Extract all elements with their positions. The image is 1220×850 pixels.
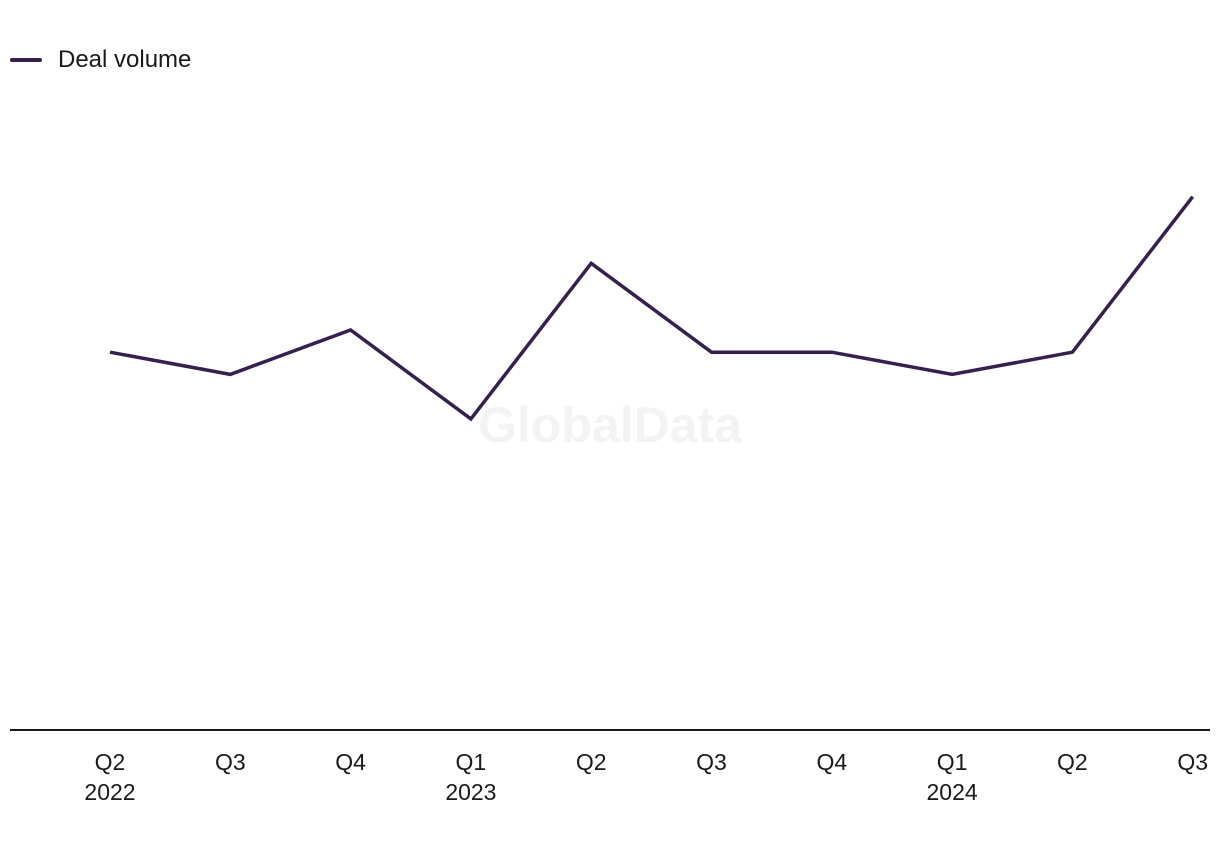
x-tick-label: Q3 — [696, 749, 727, 775]
legend-swatch — [10, 58, 42, 62]
x-axis-ticks: Q2 2022 Q3 Q4 Q1 2023 Q2 Q3 Q4 Q1 2024 Q2 Q3 — [84, 749, 1208, 805]
x-tick-year-label: 2022 — [84, 779, 135, 805]
x-tick-year-label: 2023 — [445, 779, 496, 805]
x-tick-label: Q2 — [1057, 749, 1088, 775]
x-tick-label: Q3 — [1177, 749, 1208, 775]
x-tick-label: Q1 — [937, 749, 968, 775]
legend: Deal volume — [10, 46, 191, 74]
x-tick-year-label: 2024 — [927, 779, 978, 805]
x-tick-label: Q2 — [576, 749, 607, 775]
x-tick-label: Q4 — [335, 749, 366, 775]
series-group — [109, 195, 1195, 422]
watermark: GlobalData — [478, 397, 743, 453]
x-tick-label: Q3 — [215, 749, 246, 775]
x-tick-label: Q2 — [95, 749, 126, 775]
series-line-deal-volume — [109, 195, 1195, 422]
x-tick-label: Q1 — [456, 749, 487, 775]
legend-label: Deal volume — [58, 46, 192, 73]
x-tick-label: Q4 — [816, 749, 847, 775]
